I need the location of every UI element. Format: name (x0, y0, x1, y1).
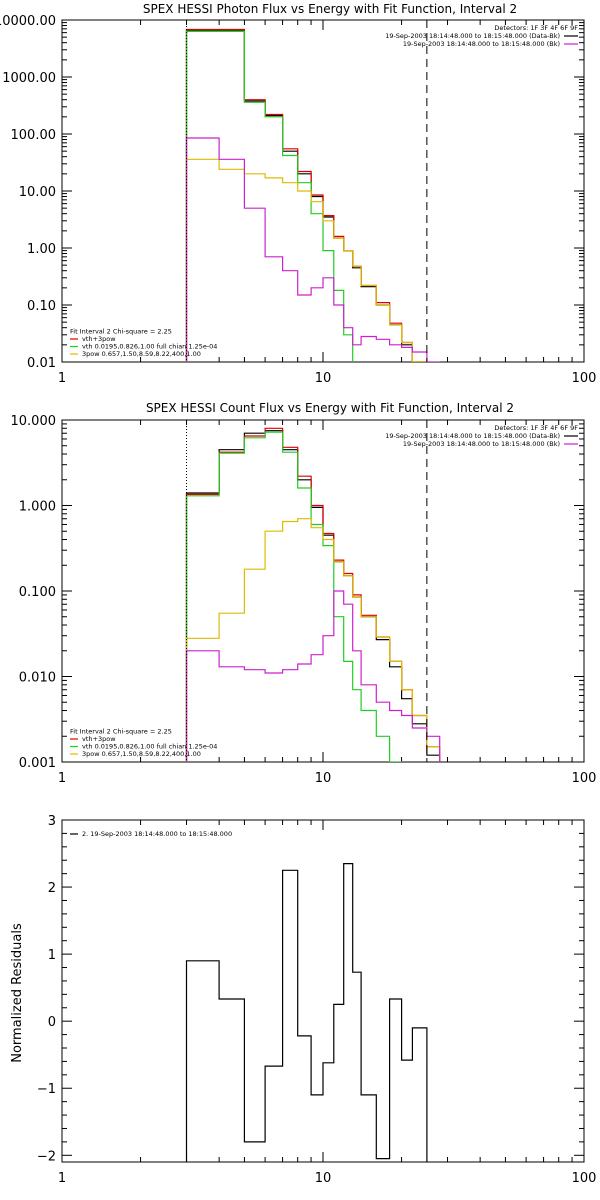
y-tick-label: 1 (48, 948, 56, 963)
x-tick-label: 100 (572, 1171, 597, 1186)
legend-left-entry: vth 0.0195,0.826,1.00 full chian 1.25e-0… (82, 343, 217, 351)
x-tick-label: 10 (315, 771, 332, 786)
x-tick-label: 10 (315, 1171, 332, 1186)
legend-right-entry: Detectors: 1F 3F 4F 6F 9F (494, 424, 578, 432)
x-tick-label: 1 (58, 371, 66, 386)
series-step-line (185, 518, 441, 762)
legend-left-entry: 3pow 0.657,1.50,8.59,8.22,400,1.00 (82, 750, 201, 758)
y-tick-label: 2 (48, 881, 56, 896)
x-tick-label: 1 (58, 771, 66, 786)
y-tick-label: 10.00 (19, 185, 56, 200)
x-tick-label: 100 (572, 371, 597, 386)
photon-flux-panel: SPEX HESSI Photon Flux vs Energy with Fi… (0, 2, 596, 386)
y-tick-label: 1000.00 (2, 71, 56, 86)
photon-flux-title: SPEX HESSI Photon Flux vs Energy with Fi… (143, 2, 517, 16)
legend-right-entry: 19-Sep-2003 18:14:48.000 to 18:15:48.000… (385, 32, 560, 40)
count-flux-title: SPEX HESSI Count Flux vs Energy with Fit… (146, 401, 514, 415)
y-tick-label: −1 (37, 1082, 56, 1097)
y-tick-label: 1.00 (27, 242, 56, 257)
residuals-panel: Normalized Residuals 1 10 100 −2 −1 0 1 2 3 2. 19… (10, 814, 596, 1186)
y-tick-label: 0.010 (19, 671, 56, 686)
y-tick-label: 0 (48, 1015, 56, 1030)
legend-left-entry: vth 0.0195,0.826,1.00 full chian 1.25e-0… (82, 743, 217, 751)
x-tick-label: 10 (315, 371, 332, 386)
series-step-line (185, 30, 354, 362)
series-layer (185, 427, 441, 762)
y-tick-label: 10.000 (11, 414, 57, 429)
series-step-line (185, 137, 441, 362)
count-flux-panel: SPEX HESSI Count Flux vs Energy with Fit… (11, 401, 597, 786)
x-tick-label: 1 (58, 1171, 66, 1186)
legend-left-entry: Fit Interval 2 Chi-square = 2.25 (70, 728, 172, 736)
y-tick-label: 0.001 (19, 756, 56, 771)
y-tick-label: 0.01 (27, 356, 56, 371)
y-tick-label: 0.10 (27, 299, 56, 314)
legend-left-entry: vth+3pow (82, 735, 116, 743)
residuals-y-axis-label: Normalized Residuals (10, 923, 25, 1063)
legend-right-entry: 19-Sep-2003 18:14:48.000 to 18:15:48.000… (403, 440, 560, 448)
y-tick-label: −2 (37, 1149, 56, 1164)
y-tick-label: 1.000 (19, 500, 56, 515)
legend-left-entry: 2. 19-Sep-2003 18:14:48.000 to 18:15:48.… (82, 830, 232, 838)
x-tick-label: 100 (572, 771, 597, 786)
y-tick-label: 0.100 (19, 585, 56, 600)
legend-right-entry: 19-Sep-2003 18:14:48.000 to 18:15:48.000… (403, 40, 560, 48)
legend-right-entry: Detectors: 1F 3F 4F 6F 9F (494, 24, 578, 32)
legend-right-entry: 19-Sep-2003 18:14:48.000 to 18:15:48.000… (385, 432, 560, 440)
series-layer (185, 28, 441, 362)
y-tick-label: 10000.00 (0, 14, 56, 29)
legend-left-entry: vth+3pow (82, 335, 116, 343)
legend-left-entry: Fit Interval 2 Chi-square = 2.25 (70, 328, 172, 336)
series-step-line (185, 590, 441, 762)
y-tick-label: 3 (48, 814, 56, 829)
series-step-line (185, 863, 428, 1162)
legend-left-entry: 3pow 0.657,1.50,8.59,8.22,400,1.00 (82, 350, 201, 358)
y-tick-label: 100.00 (11, 128, 57, 143)
series-layer (185, 863, 428, 1162)
series-step-line (185, 158, 428, 362)
